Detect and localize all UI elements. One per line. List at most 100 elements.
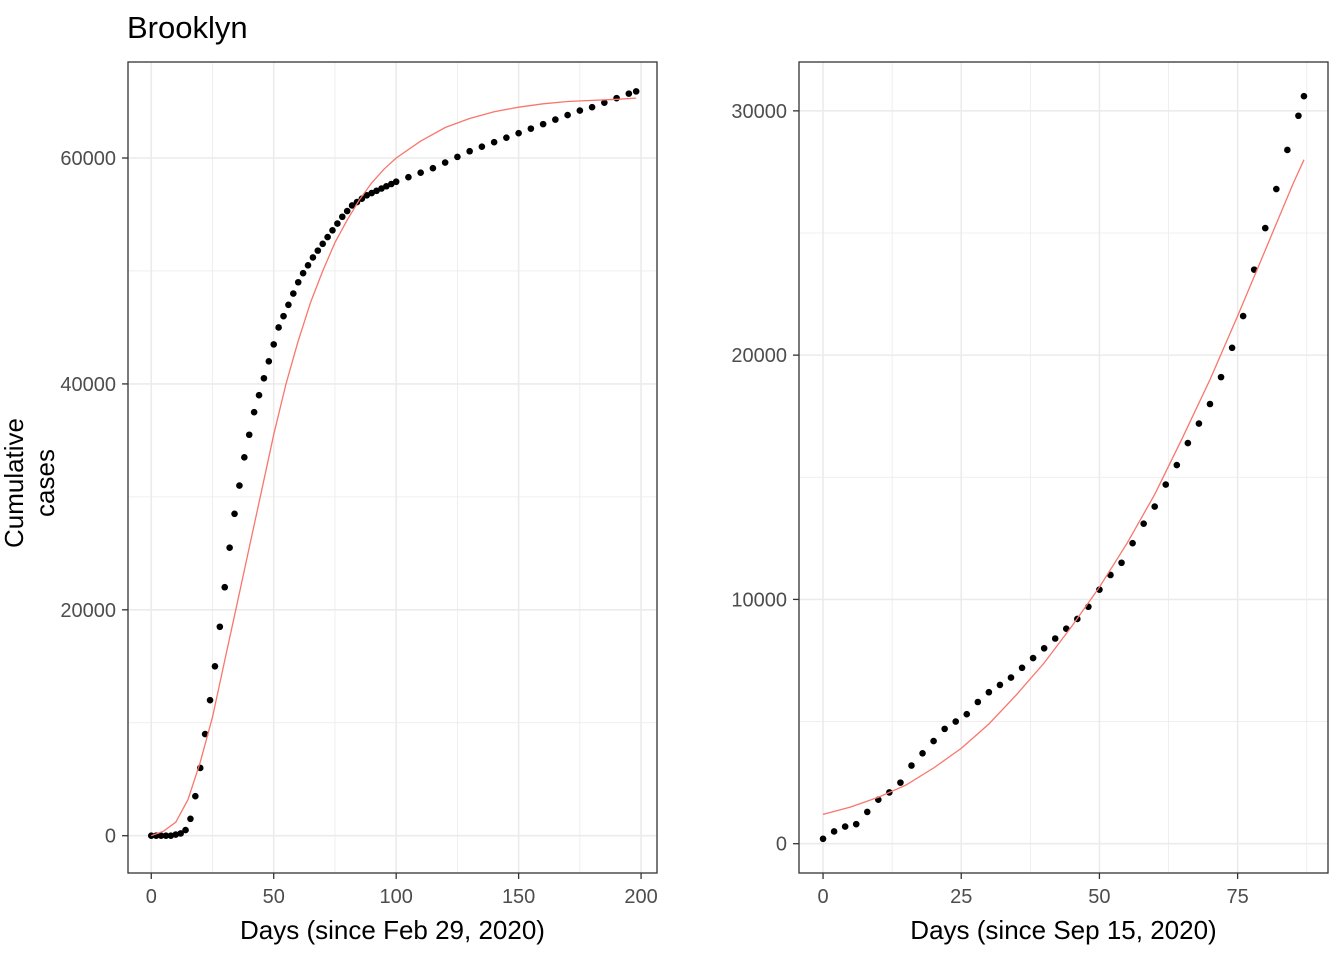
data-point	[819, 835, 827, 843]
data-point	[304, 262, 312, 269]
x-tick-label: 0	[146, 886, 157, 908]
data-point	[454, 153, 461, 161]
y-tick-label: 20000	[731, 345, 787, 367]
data-point	[852, 820, 860, 828]
x-tick-label: 25	[950, 886, 972, 908]
x-tick-label: 75	[1226, 886, 1248, 908]
data-point	[147, 832, 155, 840]
data-point	[265, 358, 273, 365]
data-point	[908, 762, 915, 769]
data-point	[963, 710, 971, 718]
data-point	[162, 832, 170, 840]
data-point	[1007, 674, 1015, 681]
data-point	[1184, 439, 1192, 447]
data-point	[405, 173, 412, 181]
y-tick-label: 30000	[731, 101, 787, 123]
data-point	[539, 120, 547, 128]
data-point	[1300, 92, 1308, 100]
data-point	[1040, 644, 1048, 652]
page-title: Brooklyn	[127, 10, 248, 45]
data-point	[255, 391, 263, 399]
data-point	[1018, 664, 1026, 672]
data-point	[387, 180, 395, 188]
data-point	[334, 220, 341, 227]
data-point	[373, 187, 380, 195]
data-point	[1228, 344, 1236, 352]
data-point	[1206, 400, 1214, 408]
data-point	[285, 301, 292, 309]
data-point	[625, 90, 633, 97]
data-point	[1239, 312, 1247, 320]
data-point	[319, 240, 327, 248]
data-point	[1173, 461, 1181, 469]
data-point	[830, 828, 838, 835]
data-point	[206, 696, 214, 704]
data-point	[1217, 373, 1225, 381]
data-point	[260, 374, 268, 382]
data-point	[552, 116, 559, 123]
x-tick-label: 100	[379, 886, 412, 908]
data-point	[1151, 503, 1159, 510]
y-tick-label: 10000	[731, 589, 787, 611]
data-point	[490, 138, 498, 146]
fit-curve	[151, 97, 637, 837]
data-point	[348, 202, 356, 209]
data-point	[441, 159, 449, 166]
data-point	[329, 226, 336, 234]
data-point	[527, 125, 535, 132]
y-tick-label: 0	[776, 834, 787, 856]
data-point	[378, 185, 385, 192]
x-tick-label: 150	[502, 886, 535, 908]
x-tick-label: 50	[1088, 886, 1110, 908]
data-point	[383, 182, 390, 190]
data-point	[314, 247, 322, 254]
data-point	[930, 737, 937, 745]
fit-curve	[822, 159, 1305, 816]
data-point	[187, 815, 194, 823]
data-point	[290, 290, 297, 297]
chart-panel-2: 0 25 50 75 0 10000 20000 30000 Days (since Sep 1…	[731, 61, 1329, 945]
data-point	[417, 169, 424, 176]
data-point	[294, 278, 302, 286]
data-point	[1295, 112, 1302, 120]
data-point	[503, 134, 510, 141]
data-point	[974, 698, 982, 706]
data-point	[601, 99, 608, 106]
data-point	[280, 312, 287, 320]
data-point	[231, 510, 238, 518]
data-point	[192, 792, 199, 800]
x-tick-label: 0	[817, 886, 828, 908]
data-point	[897, 779, 904, 786]
data-point	[952, 718, 960, 725]
chart-panel-1: 0 50 100 150 200 0 20000 40000 60000 Days (since …	[60, 61, 658, 945]
data-point	[226, 544, 233, 551]
data-point	[241, 454, 248, 461]
data-point	[1118, 559, 1125, 567]
data-point	[358, 195, 366, 202]
data-point	[863, 808, 871, 816]
data-point	[216, 623, 224, 631]
data-point	[270, 341, 278, 348]
data-point	[177, 830, 184, 837]
data-point	[1129, 539, 1136, 547]
data-point	[245, 431, 253, 439]
data-point	[941, 725, 948, 733]
data-point	[564, 111, 571, 119]
data-point	[1273, 185, 1280, 193]
data-point	[1261, 224, 1269, 232]
data-point	[363, 191, 371, 199]
y-tick-label: 60000	[60, 148, 116, 170]
panel-border	[798, 61, 1329, 874]
x-axis-title: Days (since Feb 29, 2020)	[240, 915, 545, 945]
data-point	[515, 129, 522, 137]
data-point	[1162, 481, 1170, 488]
y-tick-label: 20000	[60, 600, 116, 622]
data-point	[1029, 654, 1037, 662]
data-point	[613, 94, 620, 102]
data-point	[1062, 625, 1070, 633]
data-point	[392, 178, 400, 186]
data-point	[275, 324, 282, 331]
data-point	[1195, 420, 1203, 427]
data-point	[221, 583, 229, 591]
x-tick-label: 200	[624, 886, 657, 908]
